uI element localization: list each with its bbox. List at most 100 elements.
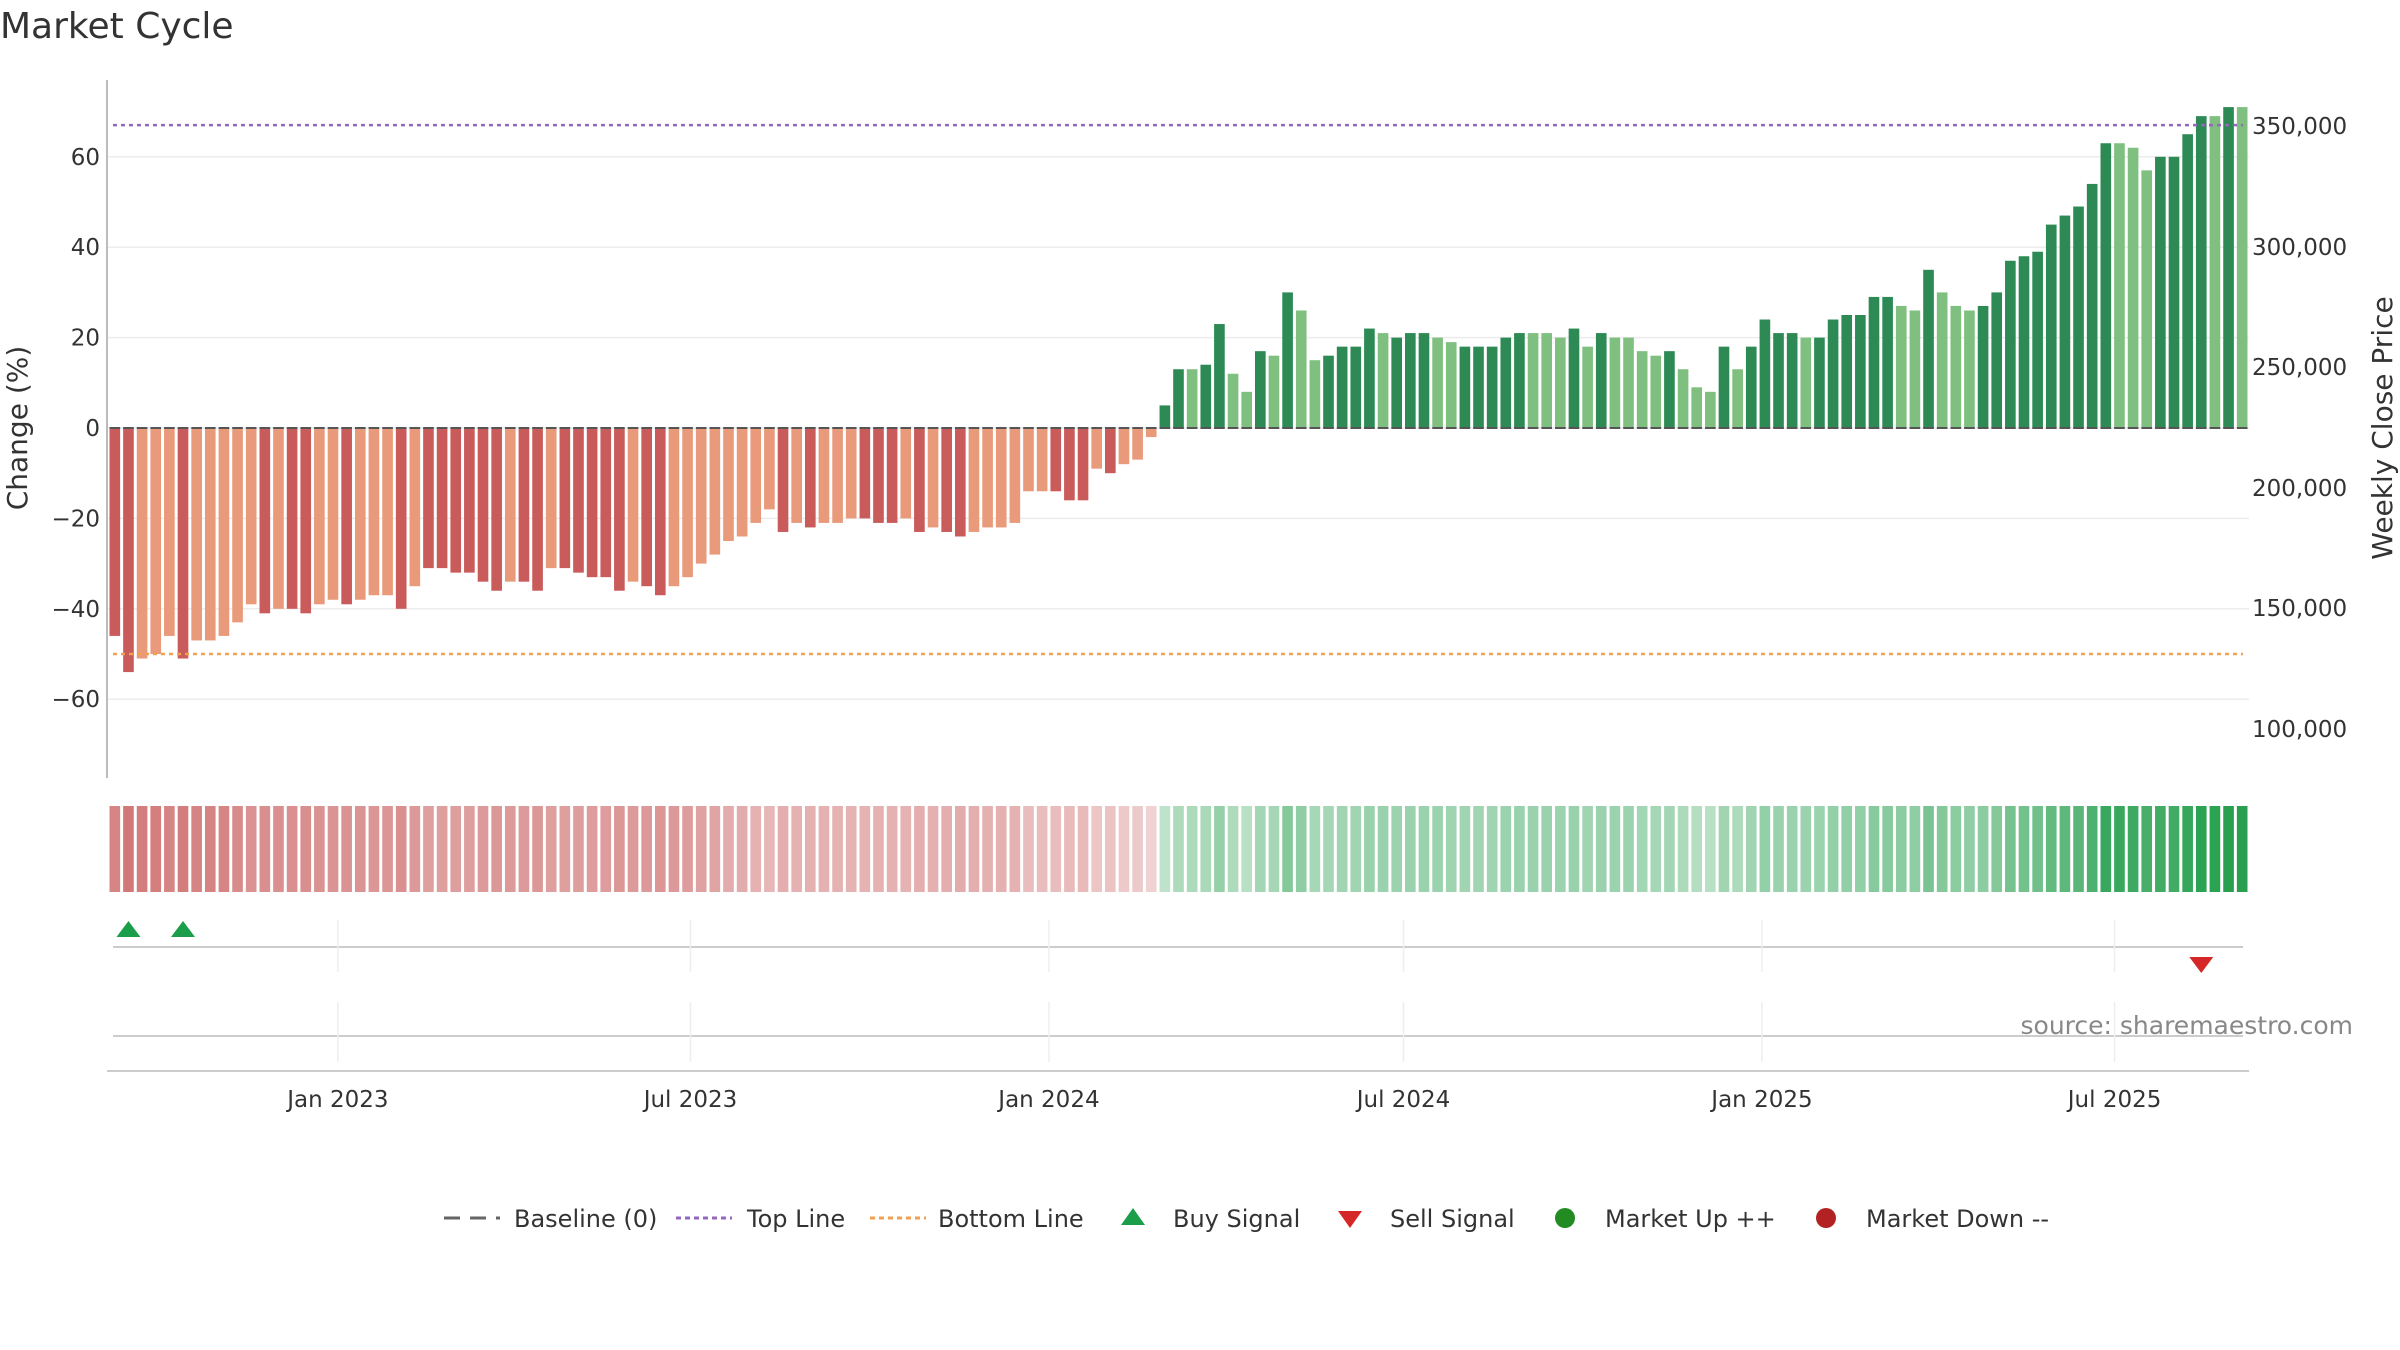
strip-cell — [1745, 806, 1757, 892]
bar — [1268, 355, 1280, 428]
bar — [2155, 156, 2166, 429]
x-tick-label: Jan 2025 — [1709, 1087, 1812, 1113]
bar — [914, 428, 925, 532]
strip-cell — [709, 806, 721, 892]
legend: Baseline (0) Top Line Bottom Line Buy Signa… — [444, 1205, 2049, 1233]
strip-cell — [791, 806, 802, 892]
strip-cell — [982, 806, 993, 892]
strip-cell — [1800, 806, 1812, 892]
bar — [1064, 428, 1075, 501]
bar — [109, 428, 121, 636]
bar — [1773, 333, 1784, 428]
strip-cell — [845, 806, 857, 892]
strip-cell — [1882, 806, 1893, 892]
bar — [191, 428, 202, 641]
bar — [1459, 346, 1471, 428]
bar — [273, 428, 284, 609]
bar — [2059, 215, 2071, 428]
strip-cell — [436, 806, 448, 892]
strip-cell — [464, 806, 475, 892]
strip-cell — [1814, 806, 1825, 892]
strip-cell — [614, 806, 625, 892]
bar — [1841, 315, 1853, 428]
strip-cell — [164, 806, 175, 892]
strip-cell — [1541, 806, 1553, 892]
strip-cell — [900, 806, 912, 892]
bar — [1350, 346, 1362, 428]
trend-strip — [109, 806, 2248, 892]
bar — [2182, 134, 2193, 428]
bar — [573, 428, 584, 573]
bar — [1104, 428, 1116, 474]
bar — [1118, 428, 1130, 465]
strip-cell — [1064, 806, 1075, 892]
legend-label: Baseline (0) — [514, 1205, 657, 1233]
bar — [1282, 292, 1293, 428]
strip-cell — [1445, 806, 1457, 892]
strip-cell — [1500, 806, 1512, 892]
left-tick-label: 20 — [71, 326, 100, 352]
bar — [2073, 206, 2084, 428]
right-axis-title: Weekly Close Price — [2366, 296, 2399, 559]
bar — [995, 428, 1007, 528]
strip-cell — [218, 806, 230, 892]
bar — [1855, 315, 1866, 428]
strip-cell — [1977, 806, 1989, 892]
strip-cell — [1036, 806, 1048, 892]
left-axis-title: Change (%) — [1, 346, 34, 511]
strip-cell — [764, 806, 775, 892]
bar — [491, 428, 502, 591]
strip-cell — [627, 806, 639, 892]
bar — [2114, 143, 2125, 429]
strip-cell — [1364, 806, 1375, 892]
strip-cell — [2059, 806, 2071, 892]
bar — [354, 428, 366, 600]
bar — [1255, 351, 1266, 428]
strip-cell — [504, 806, 516, 892]
bar — [859, 428, 871, 519]
strip-cell — [1336, 806, 1348, 892]
bar — [1786, 333, 1798, 428]
bar — [1541, 333, 1553, 428]
bar — [600, 428, 612, 578]
strip-cell — [204, 806, 216, 892]
strip-cell — [682, 806, 693, 892]
bar — [818, 428, 830, 523]
strip-cell — [1786, 806, 1798, 892]
strip-cell — [1377, 806, 1389, 892]
bar — [136, 428, 148, 659]
strip-cell — [1855, 806, 1866, 892]
strip-cell — [136, 806, 148, 892]
strip-cell — [314, 806, 325, 892]
bar — [982, 428, 993, 528]
right-tick-label: 300,000 — [2252, 235, 2347, 261]
bar — [927, 428, 939, 528]
strip-cell — [1527, 806, 1539, 892]
date-grid — [337, 920, 2116, 1062]
bar — [1418, 333, 1430, 428]
legend-label: Sell Signal — [1390, 1205, 1515, 1233]
strip-cell — [2018, 806, 2030, 892]
strip-cell — [1309, 806, 1321, 892]
bar — [2127, 147, 2139, 428]
strip-cell — [545, 806, 557, 892]
bar — [1091, 428, 1102, 469]
bar — [1323, 355, 1334, 428]
bar — [382, 428, 393, 596]
bar — [464, 428, 475, 573]
strip-cell — [2223, 806, 2234, 892]
right-tick-label: 100,000 — [2252, 717, 2347, 743]
bar — [1664, 351, 1675, 428]
bar — [1023, 428, 1034, 492]
bar — [1595, 333, 1607, 428]
bar — [1036, 428, 1048, 492]
strip-cell — [2141, 806, 2153, 892]
strip-cell — [1173, 806, 1184, 892]
strip-cell — [382, 806, 393, 892]
strip-cell — [1964, 806, 1975, 892]
bar — [1964, 310, 1975, 428]
strip-cell — [1418, 806, 1430, 892]
bar — [245, 428, 257, 605]
strip-cell — [1241, 806, 1253, 892]
bar — [409, 428, 421, 587]
